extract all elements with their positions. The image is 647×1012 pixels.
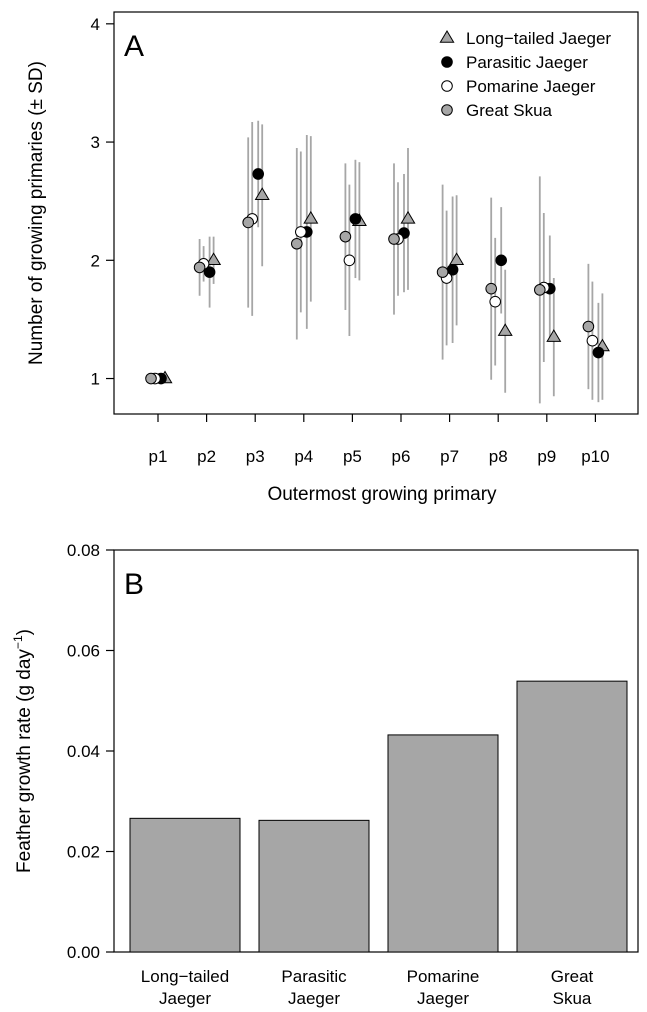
a-point bbox=[295, 226, 307, 238]
a-x-tick-label: p2 bbox=[197, 447, 216, 466]
b-x-tick-label: Jaeger bbox=[288, 989, 340, 1008]
b-bar bbox=[258, 819, 370, 953]
panel-a-scatter: A 1 2 3 4 p1 p2 p3 p4 p5 p6 p7 p8 p9 p10 Long−tailed… bbox=[26, 11, 639, 505]
a-x-tick-label: p9 bbox=[537, 447, 556, 466]
panel-b-y-axis-label-main: Feather growth rate (g day bbox=[14, 649, 35, 873]
a-y-tick-label: 2 bbox=[91, 251, 100, 270]
panel-a-y-axis: 1 2 3 4 bbox=[91, 15, 114, 389]
a-point bbox=[193, 261, 206, 274]
panel-a-error-bars bbox=[198, 120, 604, 404]
a-point bbox=[252, 168, 265, 180]
a-point bbox=[254, 187, 270, 200]
panel-b-y-axis: 0.00 0.02 0.04 0.06 0.08 bbox=[67, 541, 114, 962]
a-legend-marker bbox=[441, 80, 453, 92]
b-bar bbox=[516, 680, 628, 953]
b-bar bbox=[129, 817, 241, 953]
a-point bbox=[145, 372, 157, 385]
panel-a-letter: A bbox=[124, 30, 144, 63]
b-x-tick-label: Great bbox=[551, 967, 594, 986]
panel-b-letter: B bbox=[124, 568, 144, 601]
a-point bbox=[291, 237, 303, 250]
a-legend-label: Pomarine Jaeger bbox=[466, 77, 596, 96]
panel-a-y-axis-label: Number of growing primaries (± SD) bbox=[26, 61, 47, 365]
a-point bbox=[495, 254, 508, 267]
a-legend-marker bbox=[441, 104, 453, 116]
b-y-tick-label: 0.02 bbox=[67, 843, 100, 862]
b-x-tick-label: Pomarine bbox=[407, 967, 480, 986]
a-point bbox=[534, 284, 546, 296]
panel-a-points bbox=[145, 168, 610, 385]
a-point bbox=[339, 230, 352, 243]
panel-b-bars bbox=[129, 680, 628, 953]
panel-b-x-axis: Long−tailed Jaeger Parasitic Jaeger Pomarine… bbox=[141, 967, 594, 1008]
panel-a-frame bbox=[113, 11, 639, 415]
panel-a-x-axis: p1 p2 p3 p4 p5 p6 p7 p8 p9 p10 bbox=[149, 414, 610, 466]
a-point bbox=[242, 216, 254, 229]
b-x-tick-label: Skua bbox=[553, 989, 592, 1008]
a-point bbox=[592, 346, 605, 359]
a-point bbox=[203, 266, 216, 278]
a-legend-label: Long−tailed Jaeger bbox=[466, 29, 611, 48]
a-point bbox=[449, 252, 465, 265]
a-legend-label: Parasitic Jaeger bbox=[466, 53, 588, 72]
b-bar bbox=[387, 734, 499, 953]
panel-b-bar-chart: B 0.00 0.02 0.04 0.06 0.08 Long−tailed Jaeger… bbox=[11, 541, 639, 1008]
a-point bbox=[343, 254, 356, 267]
a-point bbox=[485, 282, 498, 295]
a-point bbox=[388, 233, 400, 245]
a-x-tick-label: p8 bbox=[489, 447, 508, 466]
a-x-tick-label: p6 bbox=[392, 447, 411, 466]
a-legend-marker bbox=[441, 56, 453, 68]
b-x-tick-label: Parasitic bbox=[281, 967, 347, 986]
panel-b-y-axis-label: Feather growth rate (g day−1) bbox=[11, 629, 35, 873]
a-x-tick-label: p7 bbox=[440, 447, 459, 466]
a-x-tick-label: p1 bbox=[149, 447, 168, 466]
b-y-tick-label: 0.04 bbox=[67, 742, 100, 761]
a-point bbox=[349, 213, 362, 225]
a-legend-marker bbox=[439, 30, 455, 43]
a-point bbox=[497, 323, 513, 336]
a-y-tick-label: 4 bbox=[91, 15, 100, 34]
a-y-tick-label: 1 bbox=[91, 370, 100, 389]
a-x-tick-label: p3 bbox=[246, 447, 265, 466]
b-x-tick-label: Long−tailed bbox=[141, 967, 229, 986]
b-y-tick-label: 0.08 bbox=[67, 541, 100, 560]
b-y-tick-label: 0.00 bbox=[67, 943, 100, 962]
a-x-tick-label: p5 bbox=[343, 447, 362, 466]
a-point bbox=[489, 295, 502, 308]
b-y-tick-label: 0.06 bbox=[67, 642, 100, 661]
panel-a-legend: Long−tailed Jaeger Parasitic Jaeger Pomari… bbox=[439, 29, 611, 120]
a-point bbox=[586, 334, 599, 347]
a-point bbox=[400, 210, 416, 224]
b-x-tick-label: Jaeger bbox=[159, 989, 211, 1008]
a-point bbox=[436, 266, 449, 278]
a-point bbox=[546, 329, 562, 342]
a-point bbox=[303, 210, 319, 224]
a-point bbox=[206, 252, 222, 265]
panel-a-x-axis-label: Outermost growing primary bbox=[267, 484, 497, 505]
a-y-tick-label: 3 bbox=[91, 133, 100, 152]
a-x-tick-label: p4 bbox=[294, 447, 313, 466]
a-legend-label: Great Skua bbox=[466, 101, 553, 120]
b-x-tick-label: Jaeger bbox=[417, 989, 469, 1008]
panel-b-y-axis-label-superscript: −1 bbox=[11, 635, 25, 649]
panel-b-y-axis-label-suffix: ) bbox=[14, 629, 35, 635]
a-point bbox=[582, 320, 595, 333]
a-x-tick-label: p10 bbox=[581, 447, 609, 466]
